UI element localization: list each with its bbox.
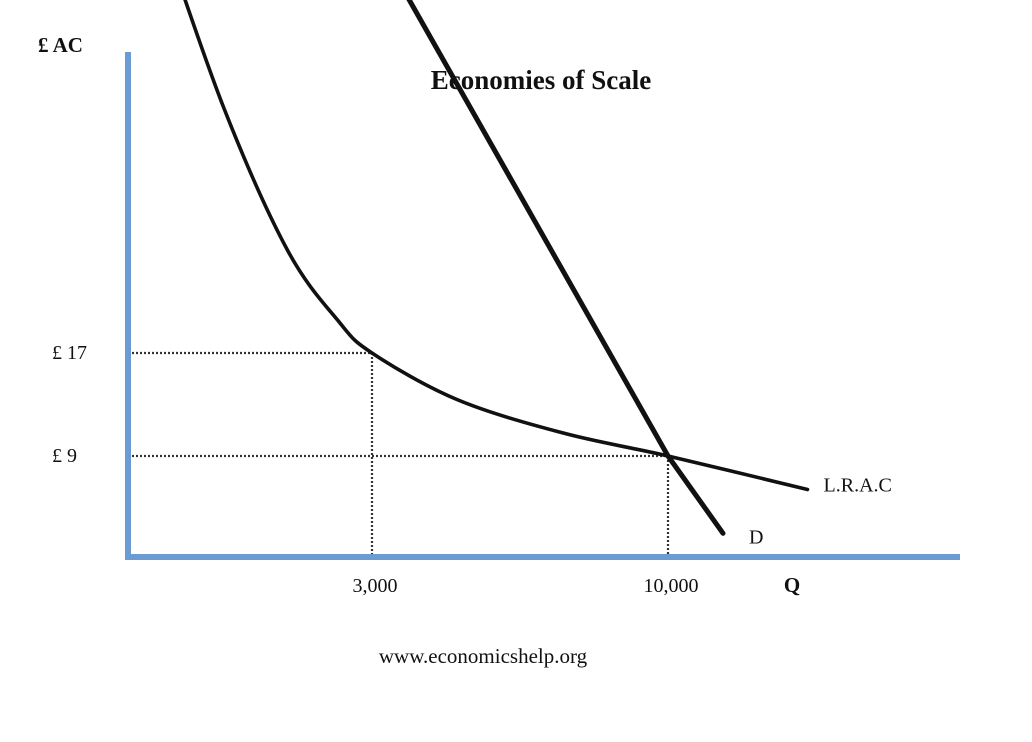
x-axis-label: Q xyxy=(784,573,800,597)
x-tick-label: 3,000 xyxy=(353,575,398,597)
guide-lines xyxy=(128,351,670,557)
series-label-d: D xyxy=(749,526,763,548)
series-line-l-r-a-c xyxy=(183,0,810,492)
y-axis-label: £ AC xyxy=(38,33,83,57)
chart-title: Economies of Scale xyxy=(431,65,651,95)
series-line-d xyxy=(406,0,726,536)
source-label: www.economicshelp.org xyxy=(379,644,588,668)
x-tick-label: 10,000 xyxy=(644,575,699,597)
series-group: L.R.A.C D xyxy=(183,0,892,548)
tick-labels: 3,000 10,000 £ 17 £ 9 xyxy=(52,342,699,597)
y-tick-label: £ 17 xyxy=(52,342,87,364)
series-label-l-r-a-c: L.R.A.C xyxy=(824,474,892,496)
y-tick-label: £ 9 xyxy=(52,445,77,467)
